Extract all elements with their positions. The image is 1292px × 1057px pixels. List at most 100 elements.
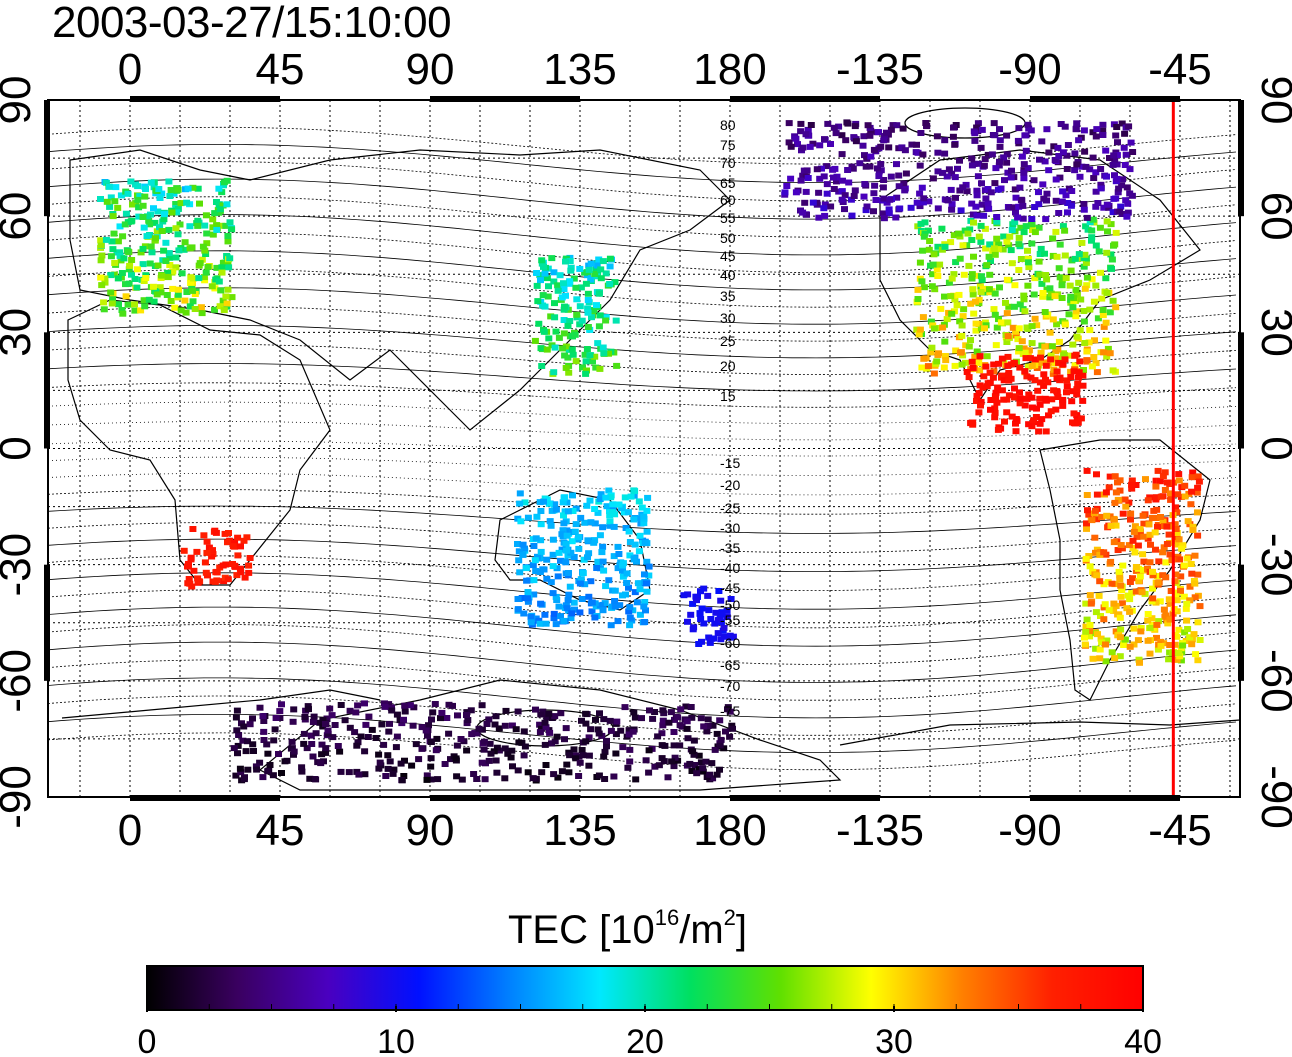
tec-pixel [1134, 637, 1142, 644]
tec-pixel [1127, 516, 1134, 523]
tec-pixel [996, 137, 1004, 144]
tec-pixel [1116, 614, 1124, 621]
tec-pixel [135, 213, 143, 220]
tec-pixel [390, 766, 398, 773]
tec-pixel [611, 603, 619, 610]
tec-pixel [534, 553, 541, 560]
contour-label: -50 [720, 597, 740, 613]
tec-pixel [835, 123, 843, 130]
tec-pixel [1111, 241, 1119, 248]
tec-pixel [554, 774, 562, 781]
tec-pixel [1024, 259, 1032, 266]
tec-pixel [1159, 473, 1167, 480]
tec-pixel [827, 203, 835, 210]
tec-pixel [1174, 541, 1182, 548]
tec-pixel [600, 350, 608, 357]
tec-pixel [225, 530, 232, 536]
tec-pixel [1113, 152, 1121, 159]
tec-pixel [189, 298, 197, 305]
tec-pixel [532, 568, 540, 574]
tec-pixel [324, 730, 332, 737]
tec-pixel [1113, 124, 1121, 130]
tec-pixel [1056, 174, 1064, 181]
tec-pixel [1057, 121, 1065, 127]
left-lat-label: -30 [0, 533, 40, 597]
tec-pixel [558, 531, 566, 538]
tec-pixel [575, 773, 583, 779]
tec-pixel [1089, 129, 1097, 136]
tec-pixel [109, 213, 117, 220]
tec-pixel [1069, 304, 1077, 311]
contour-label: 75 [720, 137, 736, 153]
tec-pixel [264, 750, 272, 757]
tec-pixel [567, 615, 575, 622]
tec-pixel [1157, 514, 1164, 520]
tec-pixel [211, 578, 219, 585]
tec-pixel [520, 728, 528, 735]
tec-pixel [585, 734, 593, 741]
tec-pixel [1026, 355, 1034, 362]
tec-pixel [992, 165, 1000, 172]
tec-pixel [568, 538, 576, 545]
tec-pixel [1049, 235, 1057, 242]
tec-pixel [1094, 631, 1101, 638]
tec-pixel [224, 286, 232, 293]
tec-pixel [522, 565, 530, 572]
tec-pixel [645, 572, 653, 579]
tec-pixel [899, 125, 907, 132]
tec-pixel [561, 736, 568, 743]
tec-pixel [579, 364, 586, 371]
tec-pixel [787, 143, 795, 150]
tec-pixel [1194, 657, 1202, 664]
tec-pixel [223, 303, 231, 310]
tec-pixel [641, 599, 649, 605]
right-lat-label: -90 [1252, 765, 1292, 829]
tec-pixel [1144, 535, 1152, 542]
tec-pixel [560, 617, 568, 624]
tec-pixel [215, 278, 223, 285]
tec-pixel [543, 556, 551, 563]
tec-pixel [990, 306, 998, 313]
tec-pixel [1061, 227, 1069, 234]
tec-pixel [710, 635, 717, 642]
tec-pixel [587, 726, 595, 733]
tec-pixel [695, 641, 703, 647]
tec-pixel [1096, 224, 1104, 231]
tec-pixel [587, 578, 595, 585]
tec-pixel [1156, 598, 1164, 605]
tec-pixel [512, 726, 520, 733]
tec-pixel [651, 763, 659, 770]
right-lat-label: 30 [1252, 308, 1292, 357]
tec-pixel [598, 549, 606, 556]
right-lat-label: 90 [1252, 76, 1292, 125]
tec-pixel [354, 702, 362, 709]
tec-pixel [1144, 497, 1152, 504]
tec-pixel [353, 742, 361, 749]
tec-pixel [167, 187, 175, 193]
tec-pixel [1163, 523, 1171, 530]
tec-pixel [693, 770, 701, 777]
tec-pixel [97, 237, 105, 244]
contour-label: -65 [720, 657, 740, 673]
tec-pixel [423, 772, 431, 779]
tec-pixel [1004, 372, 1012, 379]
tec-pixel [1057, 355, 1065, 362]
tec-pixel [816, 175, 824, 182]
tec-pixel [1065, 352, 1073, 359]
tec-pixel [684, 618, 691, 625]
tec-pixel [866, 163, 874, 170]
tec-pixel [398, 777, 406, 784]
tec-pixel [1105, 204, 1113, 211]
tec-pixel [453, 773, 461, 780]
tec-pixel [714, 630, 722, 637]
tec-pixel [219, 202, 227, 209]
tec-pixel [540, 263, 547, 270]
tec-pixel [984, 186, 992, 192]
tec-pixel [1042, 216, 1050, 223]
tec-pixel [624, 764, 632, 771]
tec-pixel [1024, 165, 1032, 172]
tec-pixel [830, 186, 838, 192]
tec-pixel [942, 357, 950, 364]
tec-pixel [914, 149, 922, 156]
tec-pixel [1085, 339, 1093, 346]
